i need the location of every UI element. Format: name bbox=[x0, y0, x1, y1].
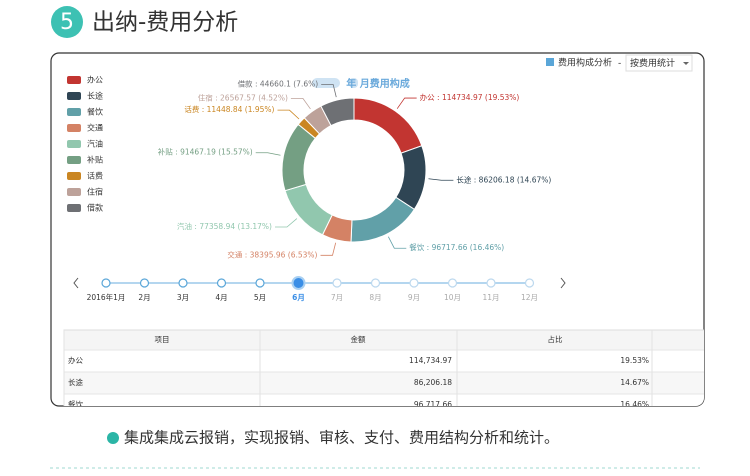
table-cell: 办公 bbox=[68, 355, 83, 365]
select-box[interactable] bbox=[625, 54, 693, 72]
leader-line bbox=[321, 84, 337, 98]
table-header: 项目 bbox=[155, 335, 170, 344]
legend-swatch bbox=[67, 76, 81, 84]
legend-label: 长途 bbox=[87, 91, 103, 101]
slice bbox=[320, 97, 355, 127]
data-label: 汽油 : 77358.94 (13.17%) bbox=[177, 221, 272, 231]
step-badge bbox=[51, 6, 83, 38]
legend-label: 话费 bbox=[87, 171, 103, 181]
chart-title: 年 月费用构成 bbox=[346, 77, 409, 90]
timeline-node bbox=[447, 278, 458, 288]
timeline-node bbox=[101, 278, 111, 288]
table-cell: 餐饮 bbox=[68, 399, 83, 409]
toolbar-icon bbox=[546, 58, 554, 66]
data-label: 话费 : 11448.84 (1.95%) bbox=[184, 104, 274, 114]
legend-label: 餐饮 bbox=[87, 107, 103, 117]
legend-swatch bbox=[67, 172, 81, 180]
legend-swatch bbox=[67, 204, 81, 212]
leader-line bbox=[277, 109, 300, 120]
leader-line bbox=[274, 218, 298, 228]
table-cell: 长途 bbox=[68, 377, 83, 387]
legend-label: 交通 bbox=[87, 123, 103, 133]
data-label: 办公 : 114734.97 (19.53%) bbox=[420, 92, 520, 102]
timeline-label: 4月 bbox=[215, 293, 227, 302]
timeline-label: 10月 bbox=[444, 293, 461, 302]
table-cell: 14.67% bbox=[620, 378, 649, 387]
data-label: 餐饮 : 96717.66 (16.46%) bbox=[409, 242, 504, 252]
timeline-node bbox=[370, 278, 381, 288]
data-label: 借款 : 44660.1 (7.6%) bbox=[238, 78, 319, 88]
timeline-label: 11月 bbox=[482, 293, 499, 302]
timeline-label: 2月 bbox=[138, 293, 150, 302]
data-label: 补贴 : 91467.19 (15.57%) bbox=[158, 147, 253, 157]
legend-label: 办公 bbox=[87, 75, 103, 85]
data-label: 住宿 : 26567.57 (4.52%) bbox=[198, 92, 288, 102]
legend-swatch bbox=[67, 188, 81, 196]
table-cell: 114,734.97 bbox=[409, 356, 452, 365]
legend-label: 补贴 bbox=[87, 155, 103, 165]
leader-line bbox=[428, 178, 454, 181]
timeline-node bbox=[332, 278, 342, 288]
timeline-node-selected bbox=[291, 276, 306, 290]
timeline-label: 5月 bbox=[254, 293, 266, 302]
page-title: 出纳-费用分析 bbox=[92, 10, 238, 36]
table-cell: 96,717.66 bbox=[414, 400, 452, 409]
toolbar-sep: - bbox=[618, 59, 621, 69]
timeline-label: 3月 bbox=[177, 293, 189, 302]
table-header: 金额 bbox=[351, 334, 366, 344]
timeline-prev bbox=[73, 277, 79, 289]
select-caret bbox=[683, 62, 689, 65]
data-label: 长途 : 86206.18 (14.67%) bbox=[456, 174, 551, 184]
legend-swatch bbox=[67, 140, 81, 148]
blur bbox=[349, 78, 358, 88]
table-cell: 19.53% bbox=[620, 356, 649, 365]
timeline-node bbox=[409, 278, 419, 288]
timeline-label: 2016年1月 bbox=[87, 292, 126, 302]
leader-line bbox=[320, 242, 337, 256]
timeline-label: 12月 bbox=[521, 293, 538, 302]
table-cell: 86,206.18 bbox=[414, 378, 452, 387]
legend-label: 住宿 bbox=[87, 187, 103, 197]
data-label: 交通 : 38395.96 (6.53%) bbox=[227, 249, 317, 259]
leader-line bbox=[255, 152, 281, 156]
timeline-node bbox=[524, 278, 535, 288]
legend-label: 汽油 bbox=[87, 139, 103, 149]
timeline-label: 6月 bbox=[292, 293, 305, 302]
caption: 集成集成云报销，实现报销、审核、支付、费用结构分析和统计。 bbox=[124, 429, 559, 447]
bullet bbox=[107, 432, 119, 444]
timeline-node bbox=[255, 278, 265, 288]
toolbar-label: 费用构成分析 bbox=[558, 57, 612, 69]
legend-swatch bbox=[67, 124, 81, 132]
timeline-node bbox=[178, 278, 188, 288]
leader-line bbox=[387, 236, 407, 249]
legend-swatch bbox=[67, 156, 81, 164]
table-header: 占比 bbox=[548, 334, 563, 344]
legend-swatch bbox=[67, 108, 81, 116]
timeline-node bbox=[139, 278, 150, 288]
blur bbox=[312, 78, 340, 88]
timeline-label: 8月 bbox=[369, 293, 381, 302]
timeline-node bbox=[216, 278, 227, 288]
select-text[interactable]: 按费用统计 bbox=[630, 57, 675, 69]
timeline-label: 9月 bbox=[408, 293, 420, 302]
step-number: 5 bbox=[60, 10, 74, 35]
timeline-label: 7月 bbox=[331, 293, 343, 302]
leader-line bbox=[290, 97, 311, 110]
timeline-next bbox=[560, 277, 566, 289]
timeline-node bbox=[486, 278, 496, 288]
legend-swatch bbox=[67, 92, 81, 100]
legend-label: 借款 bbox=[87, 203, 103, 213]
leader-line bbox=[396, 97, 417, 109]
table-cell: 16.46% bbox=[620, 400, 649, 409]
